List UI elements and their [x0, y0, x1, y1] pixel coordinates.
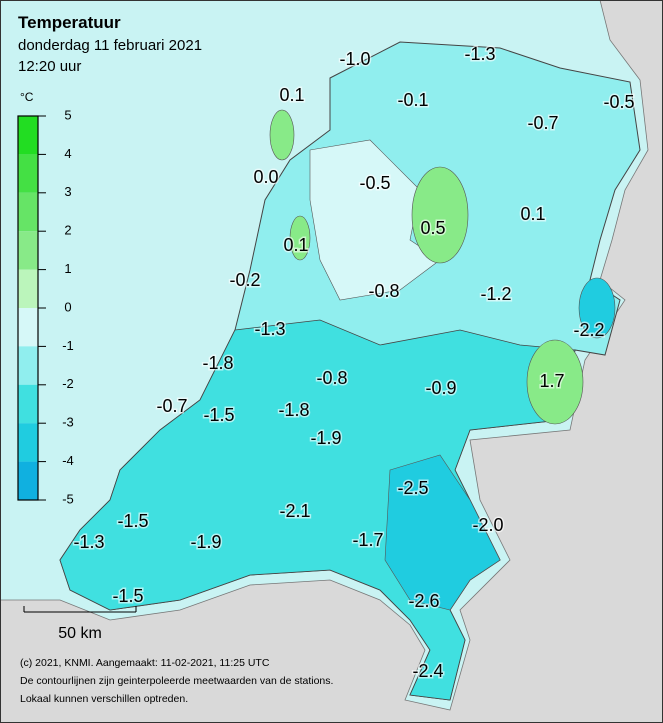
time: 12:20 uur	[18, 58, 81, 75]
cold-region	[384, 454, 501, 611]
legend-band	[18, 154, 38, 193]
station-value: -2.5	[397, 478, 428, 498]
station-value: 0.0	[253, 167, 278, 187]
legend-tick-label: 5	[64, 107, 71, 122]
legend-tick-label: 0	[64, 299, 71, 314]
station-value: -2.4	[412, 661, 443, 681]
legend-tick-label: -5	[62, 491, 74, 506]
station-value: -0.2	[229, 270, 260, 290]
station-value: -0.7	[527, 113, 558, 133]
station-value: -2.2	[573, 320, 604, 340]
station-value: -0.8	[368, 281, 399, 301]
legend-tick-label: 2	[64, 223, 71, 238]
title: Temperatuur	[18, 13, 121, 32]
station-value: 0.1	[283, 235, 308, 255]
legend-band	[18, 461, 38, 500]
station-value: -0.1	[397, 90, 428, 110]
station-value: -0.5	[603, 92, 634, 112]
legend-unit: °C	[20, 90, 34, 104]
station-value: -2.1	[279, 501, 310, 521]
legend-tick-label: -4	[62, 453, 74, 468]
station-value: -1.5	[117, 511, 148, 531]
station-value: 0.5	[420, 218, 445, 238]
station-value: -1.9	[190, 532, 221, 552]
warm-area	[526, 339, 584, 425]
legend-band	[18, 308, 38, 347]
legend-tick-label: -2	[62, 376, 74, 391]
station-value: -1.7	[352, 530, 383, 550]
station-value: -1.9	[310, 428, 341, 448]
station-value: -0.7	[156, 396, 187, 416]
warm-area	[289, 215, 311, 261]
station-value: -1.2	[480, 284, 511, 304]
station-value: -1.3	[254, 319, 285, 339]
station-value: -1.8	[278, 400, 309, 420]
legend-tick-label: -1	[62, 338, 74, 353]
station-value: 0.1	[279, 85, 304, 105]
station-value: 0.1	[520, 204, 545, 224]
station-value: -1.0	[339, 49, 370, 69]
legend-band	[18, 384, 38, 424]
station-value: 1.7	[539, 371, 564, 391]
legend-tick-label: 1	[64, 261, 71, 276]
station-value: -2.0	[472, 515, 503, 535]
station-value: -1.5	[203, 405, 234, 425]
station-value: -1.5	[112, 586, 143, 606]
footer-line: Lokaal kunnen verschillen optreden.	[20, 693, 188, 705]
legend-band	[18, 346, 38, 385]
station-value: -1.8	[202, 353, 233, 373]
legend: 5 4 3 2 1 0 -1 -2 -3 -4 -5	[17, 107, 74, 506]
legend-tick-label: 3	[64, 184, 71, 199]
legend-tick-label: 4	[64, 146, 71, 161]
stations: -1.0 -1.3 0.1 -0.1 -0.5 -0.7 0.0 -0.5 0.1 0.5 0.1 -…	[72, 42, 636, 682]
station-value: -1.3	[464, 44, 495, 64]
station-value: -0.9	[425, 378, 456, 398]
warm-area	[411, 166, 469, 264]
legend-band	[18, 423, 38, 462]
footer-line: (c) 2021, KNMI. Aangemaakt: 11-02-2021, …	[20, 657, 270, 669]
station-value: -0.8	[316, 368, 347, 388]
station-value: -0.5	[359, 173, 390, 193]
legend-tick-label: -3	[62, 415, 74, 430]
date: donderdag 11 februari 2021	[18, 37, 202, 54]
legend-band	[18, 116, 38, 155]
cold-area	[578, 277, 616, 339]
station-value: -2.6	[408, 591, 439, 611]
warm-area	[269, 109, 295, 161]
scale-label: 50 km	[58, 625, 102, 642]
legend-band	[18, 231, 38, 270]
footer-line: De contourlijnen zijn geinterpoleerde me…	[20, 675, 333, 687]
ijsselmeer	[309, 139, 441, 301]
legend-band	[18, 269, 38, 308]
station-value: -1.3	[73, 532, 104, 552]
legend-band	[18, 192, 38, 232]
